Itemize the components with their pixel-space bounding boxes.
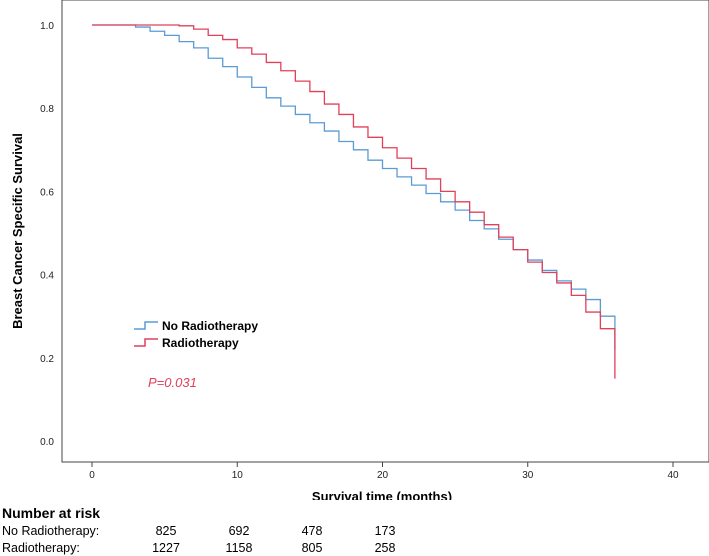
risk-table-title: Number at risk bbox=[2, 505, 101, 521]
legend-label-radiotherapy: Radiotherapy bbox=[162, 336, 239, 350]
number-at-risk-table: Number at risk No Radiotherapy: 825 692 … bbox=[0, 502, 709, 556]
axis-ticks: 0 10 20 30 40 0.0 0.2 0.4 0.6 0.8 1.0 bbox=[40, 21, 679, 481]
p-value-annotation: P=0.031 bbox=[148, 375, 197, 390]
series-line-no-radiotherapy bbox=[92, 24, 616, 350]
y-tick-label: 1.0 bbox=[40, 21, 54, 32]
y-tick-label: 0.6 bbox=[40, 187, 54, 198]
y-tick-label: 0.2 bbox=[40, 354, 54, 365]
series-line-radiotherapy bbox=[92, 24, 616, 379]
legend: No Radiotherapy Radiotherapy bbox=[134, 319, 258, 350]
plot-frame bbox=[61, 0, 709, 463]
risk-row-label: No Radiotherapy: bbox=[2, 524, 100, 538]
risk-value: 825 bbox=[155, 524, 177, 538]
risk-row-label: Radiotherapy: bbox=[2, 541, 80, 555]
risk-value: 478 bbox=[301, 524, 323, 538]
risk-value: 805 bbox=[301, 541, 323, 555]
km-survival-chart: 0 10 20 30 40 0.0 0.2 0.4 0.6 0.8 1.0 No Radiother… bbox=[10, 0, 709, 500]
risk-value: 692 bbox=[228, 524, 250, 538]
y-axis-title: Breast Cancer Specific Survival bbox=[10, 133, 25, 329]
legend-label-no-radiotherapy: No Radiotherapy bbox=[162, 319, 258, 333]
risk-value: 258 bbox=[374, 541, 396, 555]
risk-value: 1158 bbox=[225, 541, 253, 555]
x-tick-label: 10 bbox=[232, 470, 244, 481]
legend-swatch-no-radiotherapy bbox=[134, 321, 158, 330]
risk-value: 1227 bbox=[152, 541, 180, 555]
x-tick-label: 0 bbox=[89, 470, 95, 481]
x-axis-title: Survival time (months) bbox=[312, 489, 452, 500]
y-tick-label: 0.0 bbox=[40, 437, 54, 448]
series-layer bbox=[92, 24, 616, 379]
x-tick-label: 40 bbox=[667, 470, 679, 481]
legend-swatch-radiotherapy bbox=[134, 338, 158, 347]
x-tick-label: 20 bbox=[377, 470, 389, 481]
risk-row-no-radiotherapy: No Radiotherapy: 825 692 478 173 bbox=[0, 524, 709, 540]
risk-row-radiotherapy: Radiotherapy: 1227 1158 805 258 bbox=[0, 541, 709, 556]
y-tick-label: 0.8 bbox=[40, 104, 54, 115]
risk-value: 173 bbox=[374, 524, 396, 538]
y-tick-label: 0.4 bbox=[40, 271, 54, 282]
x-tick-label: 30 bbox=[522, 470, 534, 481]
